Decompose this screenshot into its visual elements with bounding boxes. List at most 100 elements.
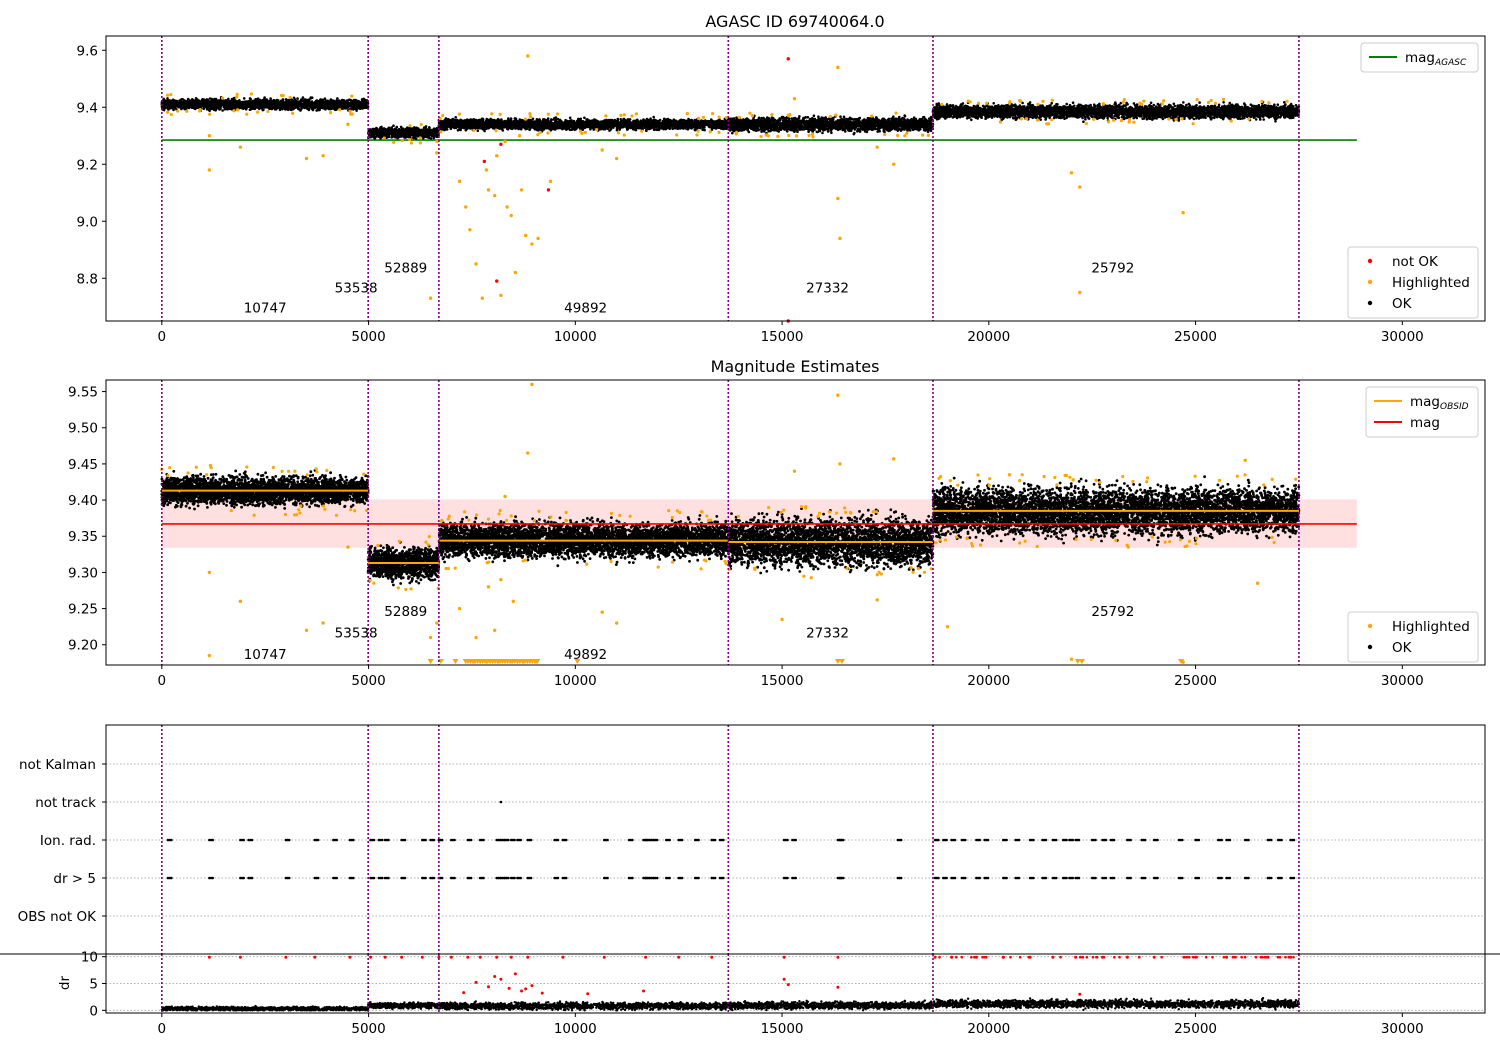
ok-point [318, 108, 321, 111]
ok-point [206, 106, 209, 109]
ok-point [299, 105, 302, 108]
ok-point [299, 102, 302, 105]
ok-point [356, 107, 359, 110]
ok-point [257, 105, 260, 108]
ok-point [663, 118, 666, 121]
x-tick-label: 10000 [554, 329, 597, 345]
ok-point [414, 135, 417, 138]
ok-point [170, 105, 173, 108]
ok-point [243, 106, 246, 109]
ok-point [555, 116, 558, 119]
ok-point [199, 101, 202, 104]
ok-point [257, 103, 260, 106]
ok-point [425, 127, 428, 130]
x-tick-label: 25000 [1174, 329, 1217, 345]
ok-point [427, 131, 430, 134]
ok-point [193, 103, 196, 106]
ok-point [372, 134, 375, 137]
ok-point [267, 105, 270, 108]
ok-point [326, 106, 329, 109]
ok-point [207, 102, 210, 105]
ok-point [346, 99, 349, 102]
ok-point [254, 107, 257, 110]
ok-point [362, 105, 365, 108]
ok-point [386, 136, 389, 139]
ok-point [260, 101, 263, 104]
ok-point [411, 131, 414, 134]
ok-point [364, 102, 367, 105]
ok-point [166, 97, 169, 100]
x-tick-label: 5000 [351, 329, 385, 345]
ok-point [274, 100, 277, 103]
ok-point [457, 129, 460, 132]
ok-point [269, 102, 272, 105]
ok-point [323, 100, 326, 103]
ok-point [296, 106, 299, 109]
ok-point [163, 105, 166, 108]
ok-point [376, 129, 379, 132]
ok-point [319, 98, 322, 101]
ok-point [243, 97, 246, 100]
ok-point [331, 107, 334, 110]
ok-point [285, 104, 288, 107]
ok-point [345, 105, 348, 108]
ok-point [204, 102, 207, 105]
ok-point [393, 134, 396, 137]
ok-point [245, 103, 248, 106]
ok-point [378, 133, 381, 136]
ok-point [477, 129, 480, 132]
ok-point [392, 124, 395, 127]
ok-point [221, 102, 224, 105]
ok-point [271, 101, 274, 104]
ok-point [652, 116, 655, 119]
ok-point [235, 103, 238, 106]
ok-point [396, 129, 399, 132]
ok-point [260, 104, 263, 107]
ok-point [583, 117, 586, 120]
ok-point [190, 103, 193, 106]
ok-point [281, 103, 284, 106]
ok-point [272, 106, 275, 109]
ok-point [293, 104, 296, 107]
ok-point [231, 98, 234, 101]
ok-point [363, 98, 366, 101]
ok-point [306, 107, 309, 110]
ok-point [240, 105, 243, 108]
ok-point [354, 102, 357, 105]
ok-point [183, 107, 186, 110]
ok-point [350, 99, 353, 102]
ok-point [386, 132, 389, 135]
ok-point [221, 109, 224, 112]
ok-point [279, 104, 282, 107]
panel-agasc-plot-area: 8.89.09.29.49.60 5000 10000 15000 20000 25000… [77, 36, 1424, 345]
ok-point [219, 100, 222, 103]
ok-point [337, 100, 340, 103]
ok-point [340, 102, 343, 105]
ok-point [396, 126, 399, 129]
ok-point [310, 96, 313, 99]
ok-point [219, 105, 222, 108]
ok-point [407, 130, 410, 133]
ok-point [419, 129, 422, 132]
panel-agasc-title: AGASC ID 69740064.0 [705, 12, 884, 31]
ok-point [315, 106, 318, 109]
ok-point [249, 101, 252, 104]
ok-point [396, 134, 399, 137]
ok-point [431, 135, 434, 138]
ok-point [345, 107, 348, 110]
ok-point [264, 103, 267, 106]
ok-point [217, 99, 220, 102]
ok-point [387, 130, 390, 133]
ok-point [165, 101, 168, 104]
ok-point [358, 101, 361, 104]
ok-point [354, 105, 357, 108]
ok-point [262, 108, 265, 111]
ok-point [296, 97, 299, 100]
ok-point [214, 99, 217, 102]
ok-point [193, 100, 196, 103]
ok-point [432, 132, 435, 135]
ok-point [415, 130, 418, 133]
ok-point [197, 100, 200, 103]
ok-point [275, 104, 278, 107]
